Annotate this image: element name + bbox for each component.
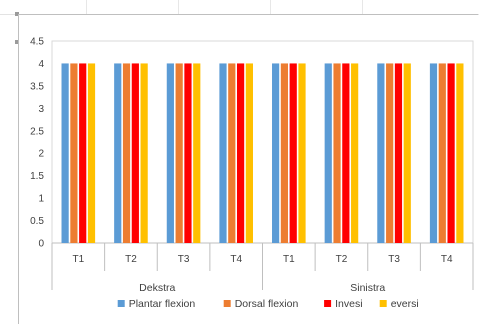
- column-divider: [270, 0, 271, 14]
- legend-swatch: [117, 300, 125, 307]
- y-tick-label: 4.5: [30, 37, 44, 48]
- bar-plantar-flexion: [429, 63, 438, 243]
- bar-eversi: [140, 63, 148, 243]
- bar-invesi: [131, 63, 139, 243]
- bar-invesi: [236, 63, 245, 243]
- bar-eversi: [193, 63, 201, 243]
- legend-label: Dorsal flexion: [235, 298, 299, 310]
- bar-dorsal-flexion: [228, 63, 236, 243]
- column-divider: [86, 0, 87, 14]
- bar-eversi: [87, 63, 96, 243]
- y-tick-label: 0.5: [30, 216, 44, 227]
- x-category-label: T4: [230, 254, 242, 265]
- bar-plantar-flexion: [114, 63, 122, 243]
- bar-invesi: [394, 63, 403, 243]
- bar-eversi: [403, 63, 411, 243]
- bar-dorsal-flexion: [70, 63, 78, 243]
- legend-swatch: [324, 300, 332, 307]
- y-tick-label: 1: [38, 194, 44, 205]
- chart-resize-handle[interactable]: [15, 40, 19, 44]
- bar-eversi: [351, 63, 359, 243]
- y-tick-label: 1.5: [30, 171, 44, 182]
- bar-dorsal-flexion: [122, 63, 131, 243]
- bar-plantar-flexion: [272, 63, 280, 243]
- x-category-label: T3: [388, 254, 400, 265]
- bar-dorsal-flexion: [438, 63, 446, 243]
- bar-dorsal-flexion: [175, 63, 183, 243]
- bar-eversi: [456, 63, 464, 243]
- bar-plantar-flexion: [166, 63, 174, 243]
- legend-label: Invesi: [335, 298, 362, 310]
- bar-eversi: [245, 63, 253, 243]
- column-divider: [362, 0, 363, 14]
- x-category-label: T4: [441, 254, 453, 265]
- bar-eversi: [298, 63, 306, 243]
- bar-plantar-flexion: [219, 63, 227, 243]
- y-tick-label: 3: [38, 104, 44, 115]
- bar-invesi: [79, 63, 87, 243]
- bar-dorsal-flexion: [333, 63, 341, 243]
- chart-resize-handle[interactable]: [15, 12, 19, 16]
- x-category-label: T2: [336, 254, 348, 265]
- bar-plantar-flexion: [61, 63, 69, 243]
- column-divider: [178, 0, 179, 14]
- x-category-label: T1: [72, 254, 84, 265]
- y-tick-label: 3.5: [30, 81, 44, 92]
- y-tick-label: 0: [38, 239, 44, 250]
- legend-swatch: [223, 300, 231, 307]
- y-tick-label: 4: [38, 59, 44, 70]
- bar-dorsal-flexion: [280, 63, 289, 243]
- chart-labels: 0 0.5 1 1.5 2 2.5 3 3.5 4 4.5 T1 T2 T3 T4 T1 T2 T3 T4 Deks…: [30, 37, 453, 295]
- x-category-label: T1: [283, 254, 295, 265]
- bar-plantar-flexion: [324, 63, 332, 243]
- x-category-label: T2: [125, 254, 137, 265]
- x-category-label: T3: [178, 254, 190, 265]
- x-group-label: Sinistra: [350, 282, 385, 294]
- bar-dorsal-flexion: [386, 63, 394, 243]
- legend-label: Plantar flexion: [129, 298, 196, 310]
- chart-axes: [51, 40, 474, 290]
- y-tick-label: 2: [38, 149, 44, 160]
- bar-invesi: [184, 63, 192, 243]
- legend-swatch: [379, 300, 387, 307]
- bar-invesi: [289, 63, 297, 243]
- bar-invesi: [447, 63, 455, 243]
- y-tick-label: 2.5: [30, 126, 44, 137]
- bar-plantar-flexion: [377, 63, 385, 243]
- chart-bars: [61, 63, 464, 243]
- legend-label: eversi: [391, 298, 419, 310]
- x-group-label: Dekstra: [139, 282, 175, 294]
- chart-legend: Plantar flexion Dorsal flexion Invesi evers…: [117, 298, 419, 310]
- bar-invesi: [342, 63, 350, 243]
